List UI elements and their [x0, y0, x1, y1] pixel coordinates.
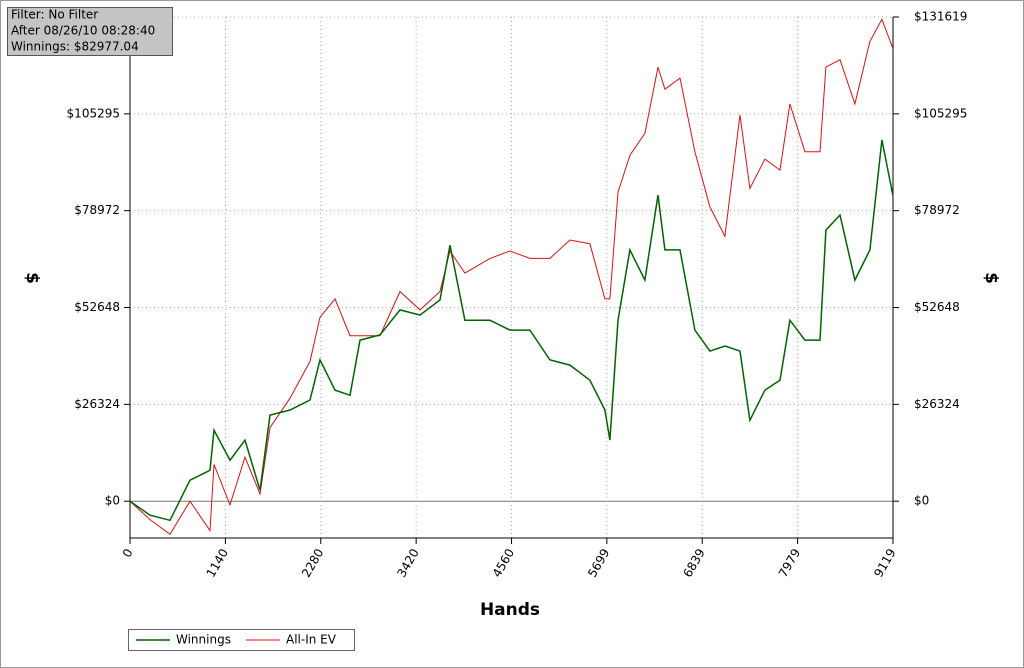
y-tick-label: $26324 [74, 397, 120, 411]
y-tick-label: $105295 [67, 106, 120, 120]
legend-label: All-In EV [286, 633, 337, 647]
legend-box [128, 629, 355, 651]
y2-tick-label: $78972 [914, 203, 960, 217]
info-line: After 08/26/10 08:28:40 [11, 24, 155, 38]
info-background [7, 7, 173, 56]
x-axis-label: Hands [480, 600, 540, 620]
y-tick-label: $78972 [74, 203, 120, 217]
info-box: Filter: No Filter After 08/26/10 08:28:4… [7, 7, 173, 56]
legend: Winnings All-In EV [128, 629, 355, 651]
info-line: Filter: No Filter [11, 8, 98, 22]
y2-tick-label: $105295 [914, 106, 967, 120]
y2-tick-label: $131619 [914, 10, 967, 24]
series-line [129, 139, 894, 522]
y2-tick-label: $26324 [914, 397, 960, 411]
series-line [129, 18, 894, 536]
legend-label: Winnings [176, 633, 231, 647]
y2-axis-label: $ [981, 272, 1001, 284]
y-tick-label: $0 [105, 494, 120, 508]
y-tick-label: $52648 [74, 300, 120, 314]
y2-tick-label: $0 [914, 494, 929, 508]
info-line: Winnings: $82977.04 [11, 40, 139, 54]
y2-tick-label: $52648 [914, 300, 960, 314]
y-axis-label: $ [22, 272, 42, 284]
